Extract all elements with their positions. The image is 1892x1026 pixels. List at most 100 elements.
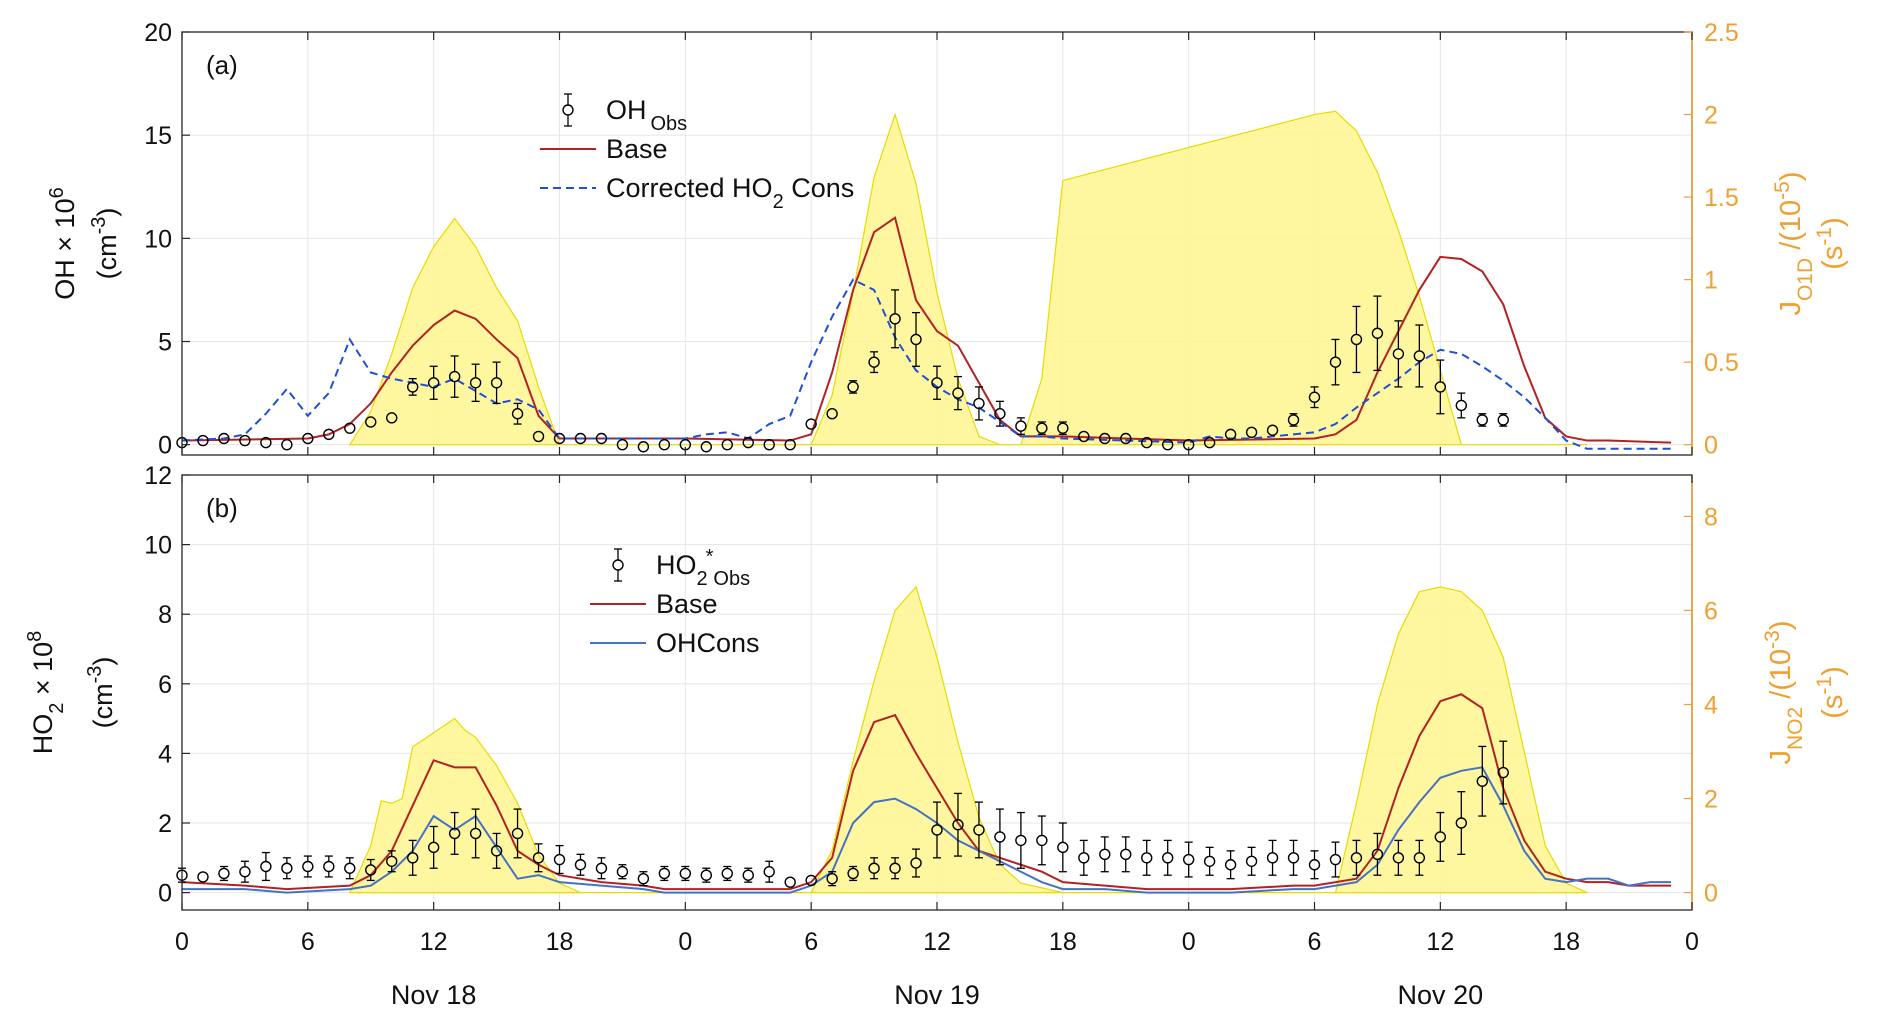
panel-a-obs-point [1015,417,1027,436]
panel-a-legend-obs-marker [562,104,574,116]
panel-a-right-ytick-label: 1.5 [1704,184,1739,212]
panel-b-obs-marker [1224,859,1237,871]
panel-b-obs-marker [1413,852,1426,864]
panel-a-obs-marker [742,436,754,449]
panel-b-obs-point [700,867,713,883]
panel-a-obs-point [595,432,608,445]
panel-a-obs-marker [1078,430,1090,443]
panel-b-obs-point [1413,839,1426,876]
panel-a-obs-marker [658,438,671,451]
panel-a-obs-point [365,416,377,428]
panel-b-obs-marker [1203,855,1216,867]
panel-b-obs-marker [260,860,272,873]
panel-a-obs-marker [239,434,251,447]
panel-b-right-ytick-label: 4 [1704,691,1718,719]
panel-a-obs-marker [763,438,775,451]
panel-b-legend-obs-marker [612,559,624,571]
panel-a-legend-corrected-label: Corrected HO2 Cons [606,173,854,213]
panel-a-obs-point [532,430,545,443]
panel-b-panel-label: (b) [206,493,238,523]
panel-b-obs-point [490,832,503,869]
panel-a-obs-point [742,436,754,449]
panel-b-ytick-label: 0 [158,880,172,908]
panel-a-obs-point [511,402,524,425]
panel-a-obs-point [1392,320,1405,388]
panel-a-right-ytick-label: 1 [1704,267,1718,295]
panel-a-obs-point [469,363,482,403]
panel-a-obs-point [1434,359,1447,415]
panel-b-obs-point [784,876,796,888]
panel-b-obs-point [1308,850,1321,880]
day-label: Nov 19 [894,980,980,1010]
panel-b-obs-point [595,857,608,880]
panel-b-obs-point [218,865,230,882]
panel-b-obs-marker [868,862,880,874]
panel-b-obs-marker [973,824,985,836]
panel-a-obs-point [784,438,796,451]
panel-b-obs-marker [1182,853,1195,866]
panel-a-obs-marker [511,408,524,420]
panel-a-obs-point [1057,421,1069,436]
panel-a-obs-point [1120,432,1132,445]
panel-a-ylabel-line1: OH × 106 [46,187,80,299]
panel-a-obs-marker [1015,420,1027,432]
panel-b-obs-marker [952,819,964,831]
panel-b-obs-point [1015,811,1027,869]
panel-a-obs-point [1413,324,1426,388]
panel-b-obs-point [511,808,524,859]
xtick-label: 0 [1685,928,1699,956]
panel-b-legend-obs-label: HO2*Obs [656,546,750,590]
panel-b-obs-point [553,844,566,875]
panel-a-obs-point [448,355,461,398]
panel-b-obs-marker [742,869,754,881]
panel-a-obs-point [847,380,859,394]
panel-a-right-ytick-label: 2 [1704,102,1718,130]
panel-a-obs-marker [260,436,272,449]
panel-a-obs-point [1099,432,1111,445]
panel-b-obs-point [365,858,377,882]
panel-b-obs-marker [1161,852,1174,864]
panel-a-obs-marker [847,381,859,393]
panel-a-obs-marker [721,438,733,451]
panel-b-obs-marker [847,867,859,880]
panel-a-obs-marker [1329,356,1342,368]
panel-b-obs-marker [365,864,377,876]
panel-a-obs-marker [805,418,817,430]
panel-b-series-ohcons [182,766,1672,894]
panel-a-obs-marker [469,377,482,389]
panel-a-obs-marker [1161,438,1174,451]
panel-a-obs-marker [1120,432,1132,445]
panel-a-obs-marker [1455,399,1468,412]
x-axis-labels: 0 6 12 18 0 6 12 18 0 6 12 18 0 Nov 18 Nov 19 Nov 20 [175,928,1699,1010]
panel-b-obs-point [1392,839,1405,876]
panel-a-obs-marker [197,434,209,447]
panel-a-obs-marker [406,381,419,393]
panel-b-obs-point [1161,839,1174,876]
panel-a-obs-marker [574,432,587,445]
xtick-label: 6 [1308,928,1322,956]
panel-a-obs-marker [1036,422,1048,434]
panel-a-obs-point [344,422,356,434]
panel-a-obs-point [1350,305,1363,374]
panel-a-obs-marker [448,370,461,383]
panel-a-series-base [181,216,1672,444]
panel-b-ytick-label: 4 [158,740,172,768]
panel-b-obs-point [1182,841,1195,878]
panel-b-ytick-label: 10 [144,532,172,560]
panel-a: 0 5 10 15 20 0 0.5 1 1.5 2 2.5 (a) OH × 106(cm-3) JO1… [46,19,1849,460]
panel-b-right-ytick-label: 8 [1704,503,1718,531]
panel-b-obs-marker [700,869,713,881]
panel-b-obs-point [323,855,335,878]
panel-b-obs-point [910,848,922,878]
panel-a-obs-marker [889,313,901,325]
panel-a-obs-marker [1497,414,1509,426]
panel-a-ytick-label: 15 [144,122,172,150]
panel-b-obs-point [826,871,838,887]
panel-a-obs-point [574,432,587,445]
panel-a-obs-point [700,441,713,453]
panel-a-obs-point [658,438,671,451]
panel-b-obs-marker [595,862,608,874]
panel-a-obs-point [763,438,775,451]
